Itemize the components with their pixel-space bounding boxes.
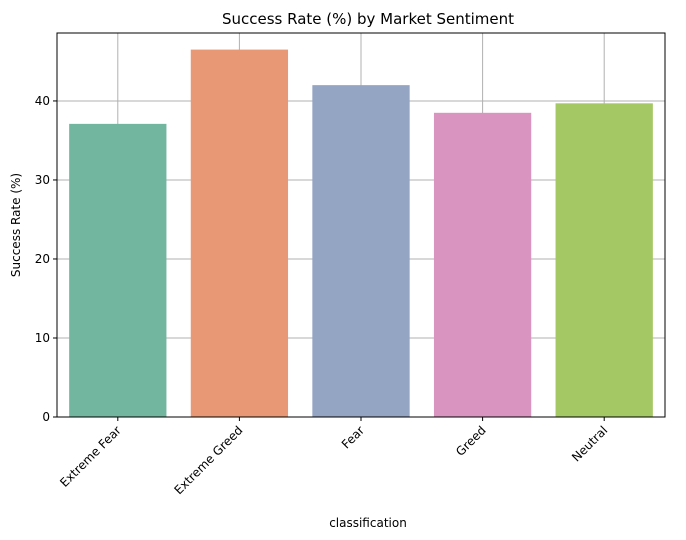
bar-neutral [555,103,653,417]
x-tick-label: Greed [453,423,489,459]
x-axis-label: classification [329,516,407,530]
bar-fear [312,85,410,418]
y-tick-label: 30 [35,173,50,187]
x-axis: Extreme Fear Extreme Greed Fear Greed Neutra… [57,417,610,497]
x-tick-label: Extreme Greed [171,423,245,497]
y-tick-label: 40 [35,94,50,108]
bars [69,49,653,418]
bar-greed [433,112,532,418]
y-tick-label: 10 [35,331,50,345]
y-tick-label: 0 [42,410,50,424]
y-tick-label: 20 [35,252,50,266]
bar-extreme-fear [69,123,167,417]
y-axis-label: Success Rate (%) [9,173,23,277]
bar-extreme-greed [190,49,289,418]
x-tick-label: Extreme Fear [57,423,124,490]
y-axis: 0 10 20 30 40 [35,94,57,424]
x-tick-label: Fear [339,423,367,451]
chart-title: Success Rate (%) by Market Sentiment [222,10,514,28]
x-tick-label: Neutral [569,423,610,464]
